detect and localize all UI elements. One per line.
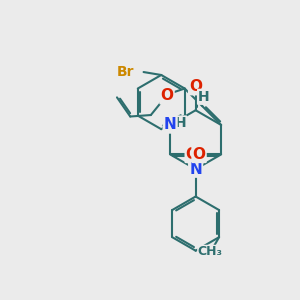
Text: Br: Br — [117, 65, 135, 79]
Text: O: O — [189, 79, 202, 94]
Text: O: O — [160, 88, 173, 104]
Text: N: N — [164, 118, 176, 133]
Text: H: H — [198, 90, 210, 104]
Text: CH₃: CH₃ — [198, 245, 223, 258]
Text: O: O — [186, 147, 199, 162]
Text: N: N — [189, 162, 202, 177]
Text: H: H — [175, 116, 186, 130]
Text: O: O — [193, 147, 206, 162]
